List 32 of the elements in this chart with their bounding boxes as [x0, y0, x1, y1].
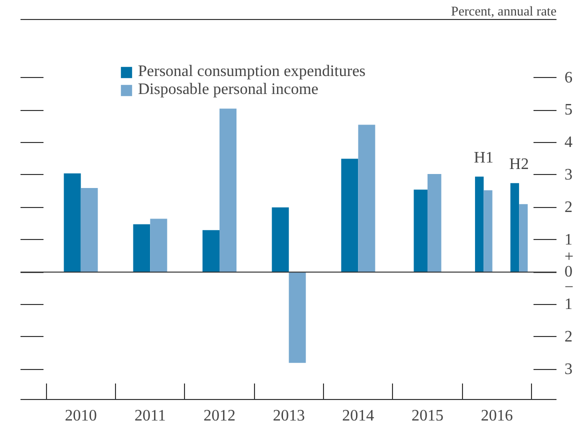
annotation: H1: [474, 150, 494, 167]
y-tick-label: 3: [564, 166, 572, 184]
y-tick-label: 5: [564, 102, 572, 119]
bar: [358, 124, 376, 272]
y-tick-label: 4: [564, 134, 572, 152]
x-tick-label: 2016: [480, 408, 513, 424]
x-tick-label: 2014: [342, 408, 374, 424]
bar: [202, 230, 220, 272]
y-tick-label: 1: [564, 231, 572, 248]
x-tick-label: 2010: [64, 408, 97, 424]
y-tick-label: 2: [564, 198, 572, 216]
y-tick-label: + 0 −: [564, 248, 574, 296]
y-axis-title: Percent, annual rate: [451, 4, 557, 18]
bar: [272, 207, 289, 272]
y-tick-label: 1: [564, 296, 572, 314]
legend-label: Personal consumption expenditures: [138, 63, 366, 81]
bar: [341, 158, 358, 272]
bar: [220, 108, 236, 272]
x-tick-label: 2012: [204, 408, 236, 424]
y-tick-label: 2: [564, 328, 572, 346]
x-tick-label: 2015: [412, 408, 444, 424]
bar: [288, 272, 306, 363]
bar: [64, 173, 81, 272]
x-tick-label: 2011: [134, 408, 166, 424]
bar: [133, 224, 150, 272]
x-tick-label: 2013: [272, 408, 305, 424]
y-tick-label: 6: [564, 69, 572, 86]
annotation: H2: [509, 156, 529, 174]
legend-label: Disposable personal income: [138, 81, 318, 99]
bar: [80, 188, 98, 272]
bar: [150, 218, 168, 272]
y-tick-label: 3: [564, 360, 572, 378]
